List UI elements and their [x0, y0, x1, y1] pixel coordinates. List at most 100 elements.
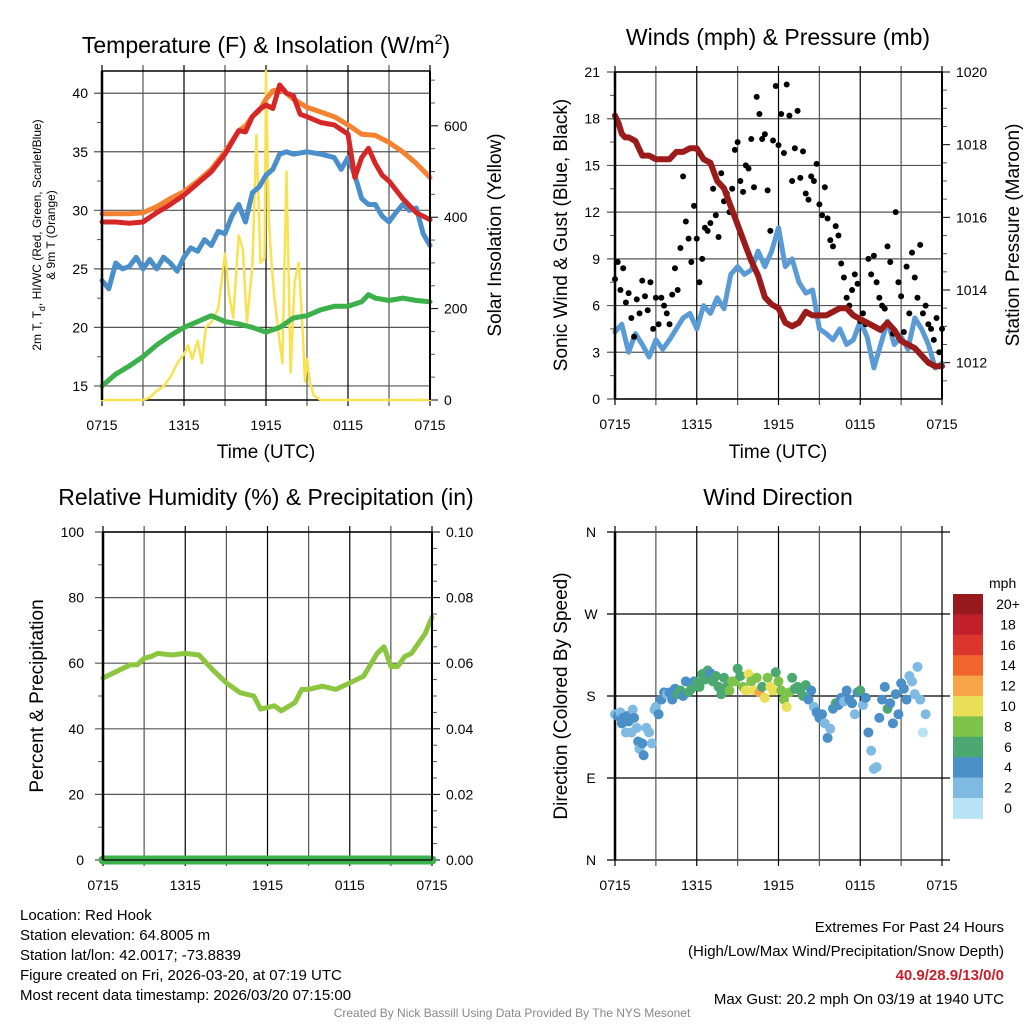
gust-point — [824, 215, 831, 222]
x-tick-label: 0715 — [87, 877, 118, 893]
direction-point — [773, 676, 784, 687]
gust-point — [712, 212, 719, 219]
gust-point — [750, 184, 757, 191]
y-tick-label: S — [586, 688, 595, 704]
y2-tick-label: 0.00 — [446, 852, 473, 868]
gust-point — [835, 232, 842, 239]
gust-point — [661, 302, 668, 309]
y-tick-label: 21 — [584, 64, 600, 80]
extremes-info: Extremes For Past 24 Hours (High/Low/Max… — [688, 916, 1004, 1012]
x-tick-label: 0115 — [845, 416, 875, 432]
chart-title: Relative Humidity (%) & Precipitation (i… — [58, 484, 473, 510]
recent-timestamp-text: Most recent data timestamp: 2026/03/20 0… — [20, 987, 352, 1004]
x-axis-label: Time (UTC) — [729, 442, 828, 463]
direction-point — [901, 694, 912, 705]
gust-point — [669, 291, 676, 298]
y-tick-label: 3 — [592, 344, 600, 360]
gust-point — [756, 111, 763, 118]
gust-point — [759, 135, 766, 142]
direction-point — [920, 709, 931, 720]
gust-point — [685, 235, 692, 242]
direction-point — [694, 681, 705, 692]
colorbar-swatch — [953, 696, 983, 717]
direction-point — [770, 667, 781, 678]
gust-point — [930, 336, 937, 343]
y-tick-label: 15 — [72, 378, 88, 394]
gust-point — [764, 187, 771, 194]
direction-point — [877, 694, 888, 705]
direction-point — [855, 685, 866, 696]
direction-point — [759, 692, 770, 703]
gust-point — [805, 196, 812, 203]
y2-tick-label: 0.10 — [446, 524, 473, 540]
x-tick-label: 1915 — [763, 416, 794, 432]
gust-point — [827, 237, 834, 244]
y-tick-label: E — [586, 770, 595, 786]
direction-point — [724, 685, 735, 696]
direction-point — [893, 709, 904, 720]
y2-tick-label: 0.04 — [446, 721, 473, 737]
y2-tick-label: 1012 — [956, 355, 987, 371]
gust-point — [650, 325, 657, 332]
gust-point — [761, 131, 768, 138]
direction-point — [680, 676, 691, 687]
gust-point — [843, 294, 850, 301]
gust-point — [633, 296, 640, 303]
gust-point — [780, 149, 787, 156]
gust-point — [641, 293, 648, 300]
y-tick-label: 25 — [72, 261, 88, 277]
x-tick-label: 0715 — [926, 877, 957, 893]
chart-humidity: Relative Humidity (%) & Precipitation (i… — [27, 484, 474, 893]
y-tick-label: 0 — [592, 391, 600, 407]
y-tick-label: 35 — [72, 144, 88, 160]
gust-point — [625, 290, 632, 297]
gust-point — [663, 310, 670, 317]
direction-point — [912, 661, 923, 672]
gust-point — [813, 160, 820, 167]
x-tick-label: 1315 — [681, 416, 712, 432]
direction-point — [781, 701, 792, 712]
y2-tick-label: 0.06 — [446, 655, 473, 671]
gust-point — [925, 321, 932, 328]
gust-point — [887, 258, 894, 265]
colorbar-swatch — [953, 716, 983, 738]
series-line-9m-t — [99, 87, 433, 217]
direction-point — [871, 762, 882, 773]
gust-point — [819, 212, 826, 219]
series-line-relative-humidity — [100, 614, 435, 714]
gust-point — [729, 185, 736, 192]
extremes-values: 40.9/28.9/13/0/0 — [895, 967, 1004, 984]
gust-point — [906, 310, 913, 317]
colorbar-label: 12 — [1000, 678, 1016, 694]
colorbar-label: 16 — [1000, 637, 1016, 653]
gust-point — [909, 249, 916, 256]
gust-point — [652, 294, 659, 301]
gust-point — [699, 255, 706, 262]
gust-point — [840, 274, 847, 281]
y2-tick-label: 1020 — [956, 64, 987, 80]
y-tick-label: W — [584, 606, 598, 622]
y-tick-label: 18 — [584, 111, 600, 127]
x-tick-label: 1915 — [252, 877, 283, 893]
gust-point — [816, 201, 823, 208]
y-tick-label: 80 — [68, 590, 84, 606]
gust-point — [832, 223, 839, 230]
gust-point — [628, 315, 635, 322]
y-axis-label-subscript: d — [37, 306, 47, 311]
y-tick-label: 30 — [72, 202, 88, 218]
gust-point — [786, 112, 793, 119]
colorbar-swatch — [953, 675, 983, 697]
x-tick-label: 0715 — [599, 416, 630, 432]
gust-point — [740, 188, 747, 195]
direction-point — [710, 670, 721, 681]
colorbar-label: 4 — [1004, 759, 1012, 775]
gust-point — [919, 310, 926, 317]
gust-point — [800, 148, 807, 155]
direction-point — [917, 727, 928, 738]
direction-point — [885, 698, 896, 709]
y2-tick-label: 1014 — [956, 282, 987, 298]
title-end: ) — [442, 32, 450, 58]
colorbar-swatch — [953, 655, 983, 677]
chart-temperature: Temperature (F) & Insolation (W/m2)15202… — [30, 31, 506, 463]
